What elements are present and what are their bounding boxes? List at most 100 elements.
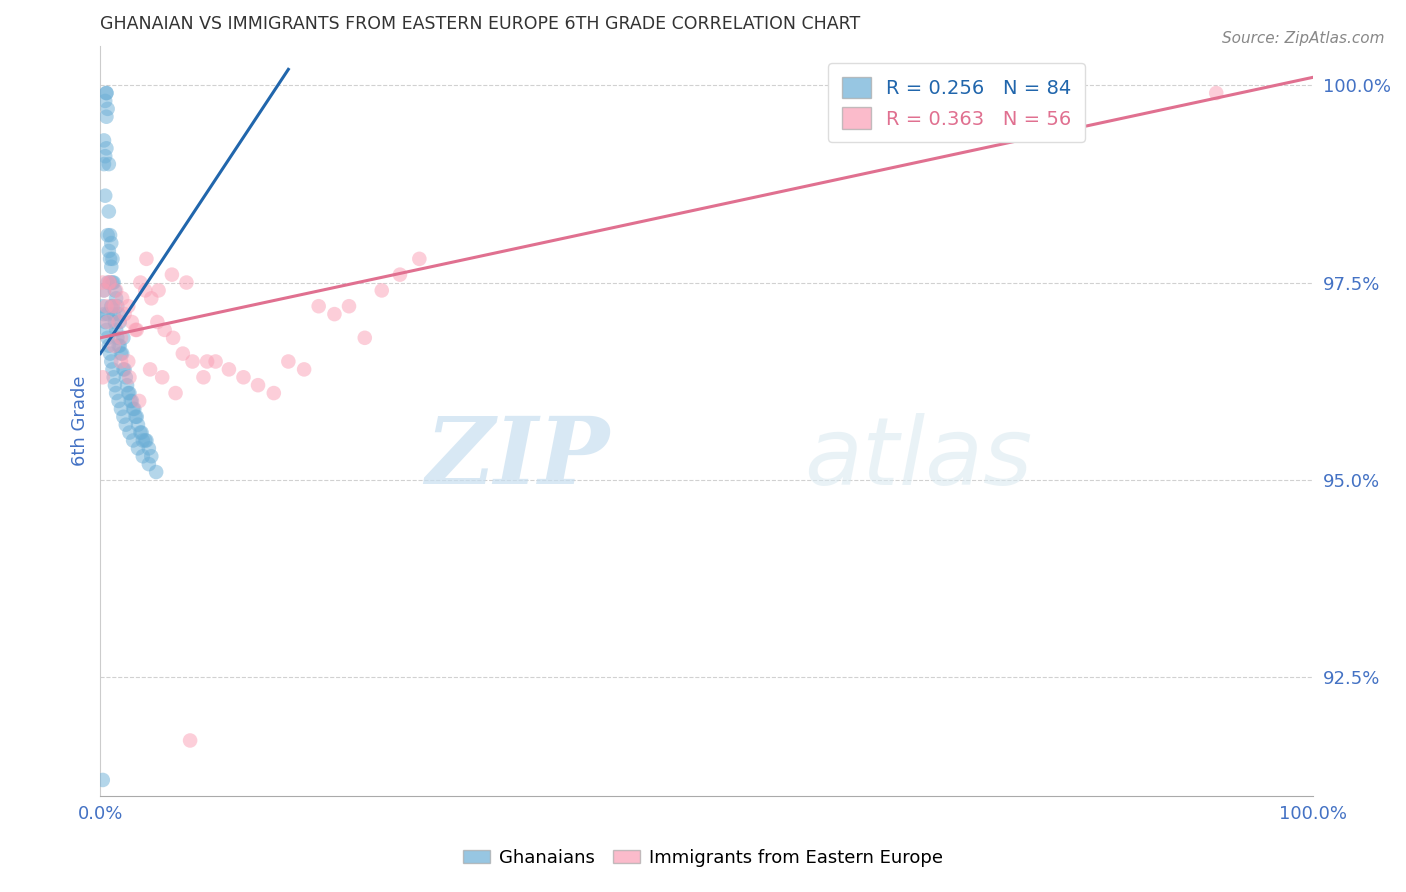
- Point: [107, 339, 129, 353]
- Point: [134, 434, 156, 448]
- Point: [105, 284, 128, 298]
- Point: [111, 346, 134, 360]
- Point: [100, 299, 122, 313]
- Point: [98, 276, 121, 290]
- Point: [132, 449, 155, 463]
- Point: [97, 228, 120, 243]
- Point: [1205, 86, 1227, 100]
- Point: [105, 331, 128, 345]
- Point: [122, 434, 145, 448]
- Point: [132, 434, 155, 448]
- Point: [91, 276, 114, 290]
- Point: [277, 354, 299, 368]
- Point: [337, 299, 360, 313]
- Point: [353, 331, 375, 345]
- Point: [118, 425, 141, 440]
- Point: [103, 276, 125, 290]
- Point: [108, 339, 131, 353]
- Point: [118, 386, 141, 401]
- Point: [141, 449, 163, 463]
- Point: [121, 394, 143, 409]
- Point: [117, 386, 139, 401]
- Point: [94, 188, 117, 202]
- Point: [127, 442, 149, 456]
- Point: [204, 354, 226, 368]
- Y-axis label: 6th Grade: 6th Grade: [72, 376, 89, 466]
- Point: [124, 401, 146, 416]
- Point: [107, 394, 129, 409]
- Point: [388, 268, 411, 282]
- Point: [115, 378, 138, 392]
- Point: [93, 157, 115, 171]
- Point: [134, 284, 156, 298]
- Point: [91, 370, 114, 384]
- Point: [101, 299, 124, 313]
- Point: [91, 772, 114, 787]
- Point: [308, 299, 330, 313]
- Point: [98, 276, 121, 290]
- Text: ZIP: ZIP: [426, 413, 610, 503]
- Point: [97, 315, 120, 329]
- Point: [146, 315, 169, 329]
- Point: [263, 386, 285, 401]
- Point: [114, 370, 136, 384]
- Point: [101, 362, 124, 376]
- Point: [100, 235, 122, 250]
- Point: [100, 260, 122, 274]
- Point: [120, 394, 142, 409]
- Point: [110, 346, 132, 360]
- Point: [97, 244, 120, 258]
- Legend: R = 0.256   N = 84, R = 0.363   N = 56: R = 0.256 N = 84, R = 0.363 N = 56: [828, 63, 1085, 142]
- Point: [107, 307, 129, 321]
- Point: [125, 323, 148, 337]
- Point: [96, 299, 118, 313]
- Point: [112, 331, 135, 345]
- Point: [111, 291, 134, 305]
- Point: [97, 307, 120, 321]
- Point: [96, 86, 118, 100]
- Point: [131, 425, 153, 440]
- Point: [101, 299, 124, 313]
- Point: [110, 401, 132, 416]
- Point: [117, 354, 139, 368]
- Point: [124, 323, 146, 337]
- Point: [114, 307, 136, 321]
- Point: [104, 315, 127, 329]
- Point: [98, 346, 121, 360]
- Point: [125, 409, 148, 424]
- Point: [110, 331, 132, 345]
- Point: [98, 252, 121, 266]
- Point: [127, 417, 149, 432]
- Point: [195, 354, 218, 368]
- Point: [128, 394, 150, 409]
- Point: [108, 315, 131, 329]
- Point: [97, 339, 120, 353]
- Point: [179, 733, 201, 747]
- Point: [93, 284, 115, 298]
- Point: [94, 315, 117, 329]
- Text: Source: ZipAtlas.com: Source: ZipAtlas.com: [1222, 31, 1385, 46]
- Point: [98, 228, 121, 243]
- Point: [150, 370, 173, 384]
- Point: [103, 370, 125, 384]
- Point: [138, 442, 160, 456]
- Point: [96, 86, 118, 100]
- Point: [148, 284, 170, 298]
- Point: [122, 401, 145, 416]
- Point: [97, 204, 120, 219]
- Point: [104, 378, 127, 392]
- Point: [118, 370, 141, 384]
- Point: [193, 370, 215, 384]
- Point: [97, 276, 120, 290]
- Point: [97, 331, 120, 345]
- Point: [107, 315, 129, 329]
- Point: [105, 323, 128, 337]
- Point: [96, 323, 118, 337]
- Point: [114, 362, 136, 376]
- Point: [112, 362, 135, 376]
- Point: [97, 157, 120, 171]
- Point: [94, 149, 117, 163]
- Point: [371, 284, 394, 298]
- Point: [110, 354, 132, 368]
- Text: atlas: atlas: [804, 413, 1032, 504]
